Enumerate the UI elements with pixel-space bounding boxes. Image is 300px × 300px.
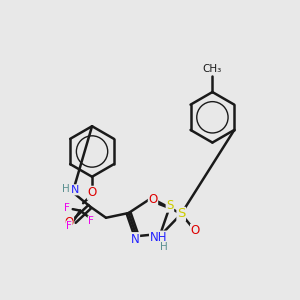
Text: F: F <box>66 221 72 231</box>
Text: N: N <box>71 185 79 195</box>
Text: O: O <box>87 186 97 199</box>
Text: NH: NH <box>150 231 167 244</box>
Text: CH₃: CH₃ <box>203 64 222 74</box>
Text: O: O <box>148 193 158 206</box>
Text: H: H <box>62 184 70 194</box>
Text: O: O <box>190 224 200 237</box>
Text: H: H <box>160 242 167 252</box>
Text: F: F <box>64 203 70 213</box>
Text: O: O <box>64 216 74 229</box>
Text: F: F <box>88 216 94 226</box>
Text: S: S <box>177 207 185 220</box>
Text: S: S <box>166 199 174 212</box>
Text: N: N <box>131 233 140 246</box>
